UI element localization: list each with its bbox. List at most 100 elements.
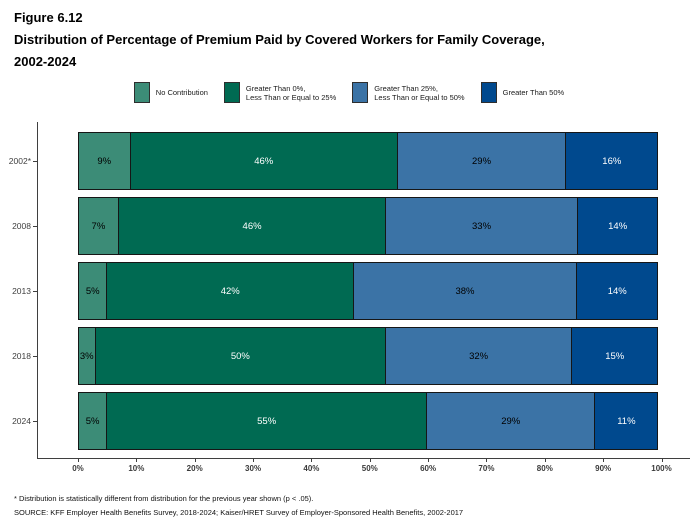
- y-axis-tick: [33, 356, 37, 357]
- bar-segment: 5%: [78, 262, 108, 320]
- bar-segment-value: 16%: [602, 155, 622, 167]
- x-axis-tick: [544, 458, 546, 462]
- bar-row: 3% 50% 32% 15%: [78, 327, 662, 385]
- legend-label-line: No Contribution: [155, 88, 208, 97]
- bar-segment-value: 33%: [472, 220, 492, 232]
- bar-segment: 38%: [353, 262, 577, 320]
- x-axis-tick: [486, 458, 488, 462]
- bar-row: 5% 55% 29% 11%: [78, 392, 662, 450]
- bar-segment-value: 15%: [605, 350, 625, 362]
- y-axis-tick: [33, 226, 37, 227]
- bar-segment: 16%: [565, 132, 659, 190]
- legend-item: Greater Than 0%, Less Than or Equal to 25…: [223, 82, 336, 103]
- bar-segment-value: 3%: [79, 350, 94, 362]
- x-axis-tick-label: 0%: [72, 464, 84, 473]
- legend-label-line: Less Than or Equal to 50%: [374, 92, 465, 102]
- x-axis-tick: [194, 458, 196, 462]
- legend-item-label: Greater Than 25%, Less Than or Equal to 5…: [374, 84, 464, 102]
- bar-segment-value: 11%: [617, 415, 636, 427]
- legend-label-line: Less Than or Equal to 25%: [245, 92, 337, 102]
- legend-swatch: [223, 82, 240, 103]
- bar-segment-value: 14%: [607, 285, 627, 297]
- y-axis-line: [37, 122, 38, 458]
- x-axis-tick-label: 50%: [361, 464, 378, 473]
- bar-segment: 55%: [106, 392, 428, 450]
- bar-segment-value: 5%: [85, 415, 100, 427]
- x-axis-tick: [369, 458, 371, 462]
- bar-segment-value: 55%: [257, 415, 277, 427]
- bar-segment: 33%: [385, 197, 578, 255]
- x-axis-tick: [661, 458, 663, 462]
- bar-row: 7% 46% 33% 14%: [78, 197, 662, 255]
- bar-segment-value: 32%: [469, 350, 489, 362]
- y-axis-label: 2024: [12, 416, 31, 426]
- y-axis-label: 2013: [12, 286, 31, 296]
- bar-segment-value: 46%: [254, 155, 274, 167]
- legend-item: No Contribution: [133, 82, 208, 103]
- legend-label-line: Greater Than 0%,: [245, 83, 306, 93]
- bar-segment: 29%: [396, 132, 567, 190]
- bar-segment: 29%: [426, 392, 596, 450]
- x-axis-tick: [428, 458, 430, 462]
- legend-item: Greater Than 25%, Less Than or Equal to 5…: [352, 82, 465, 103]
- bar-segment: 14%: [575, 262, 659, 320]
- bar-segment-value: 9%: [97, 155, 112, 167]
- bar-segment-value: 29%: [472, 155, 492, 167]
- legend-swatch: [480, 82, 497, 103]
- x-axis-tick-label: 90%: [595, 464, 612, 473]
- footnote-asterisk: * Distribution is statistically differen…: [14, 494, 314, 503]
- legend-item-label: Greater Than 0%, Less Than or Equal to 25…: [246, 84, 336, 102]
- bar-segment: 5%: [78, 392, 108, 450]
- x-axis-tick-label: 70%: [478, 464, 495, 473]
- y-axis-tick: [33, 421, 37, 422]
- x-axis-tick-label: 100%: [651, 464, 672, 473]
- x-axis-line: [37, 458, 690, 459]
- legend-item: Greater Than 50%: [480, 82, 565, 103]
- y-axis-label: 2018: [12, 351, 31, 361]
- x-axis-tick-label: 60%: [420, 464, 437, 473]
- legend: No Contribution Greater Than 0%, Less Than…: [0, 82, 698, 103]
- figure-titles: Figure 6.12 Distribution of Percentage o…: [14, 7, 545, 73]
- x-axis-tick: [78, 458, 79, 462]
- bar-segment: 11%: [594, 392, 659, 450]
- figure-title-years: 2002-2024: [14, 54, 77, 69]
- y-axis-label: 2008: [12, 221, 31, 231]
- legend-item-label: Greater Than 50%: [503, 88, 565, 97]
- y-axis-tick: [33, 291, 37, 292]
- bar-segment: 46%: [117, 197, 387, 255]
- bar-segment: 50%: [94, 327, 387, 385]
- footnotes: * Distribution is statistically differen…: [14, 492, 463, 520]
- bar-segment-value: 38%: [455, 285, 475, 297]
- x-axis-tick-label: 80%: [536, 464, 553, 473]
- bar-segment: 46%: [129, 132, 398, 190]
- bar-segment: 3%: [78, 327, 96, 385]
- bar-row: 9% 46% 29% 16%: [78, 132, 662, 190]
- y-axis-tick: [33, 161, 37, 162]
- bar-segment: 42%: [106, 262, 354, 320]
- y-axis-label: 2002*: [8, 156, 31, 166]
- legend-swatch: [352, 82, 369, 103]
- figure-title: Distribution of Percentage of Premium Pa…: [14, 32, 545, 47]
- bar-segment: 14%: [576, 197, 659, 255]
- bar-segment-value: 46%: [242, 220, 262, 232]
- x-axis-tick-label: 30%: [245, 464, 262, 473]
- legend-swatch: [133, 82, 150, 103]
- bar-segment-value: 50%: [230, 350, 250, 362]
- legend-label-line: Greater Than 25%,: [374, 83, 438, 93]
- x-axis-tick: [253, 458, 255, 462]
- legend-label-line: Greater Than 50%: [502, 88, 565, 97]
- bar-segment-value: 14%: [608, 220, 628, 232]
- x-axis-tick-label: 40%: [303, 464, 320, 473]
- x-axis-tick: [311, 458, 313, 462]
- bar-row: 5% 42% 38% 14%: [78, 262, 662, 320]
- x-axis-tick-label: 20%: [186, 464, 203, 473]
- legend-item-label: No Contribution: [156, 88, 208, 97]
- bar-segment: 9%: [78, 132, 131, 190]
- bar-segment: 15%: [570, 327, 659, 385]
- bar-segment-value: 5%: [85, 285, 100, 297]
- figure-label: Figure 6.12: [14, 10, 83, 25]
- bar-segment: 7%: [78, 197, 119, 255]
- bar-segment: 32%: [385, 327, 572, 385]
- bar-segment-value: 7%: [91, 220, 106, 232]
